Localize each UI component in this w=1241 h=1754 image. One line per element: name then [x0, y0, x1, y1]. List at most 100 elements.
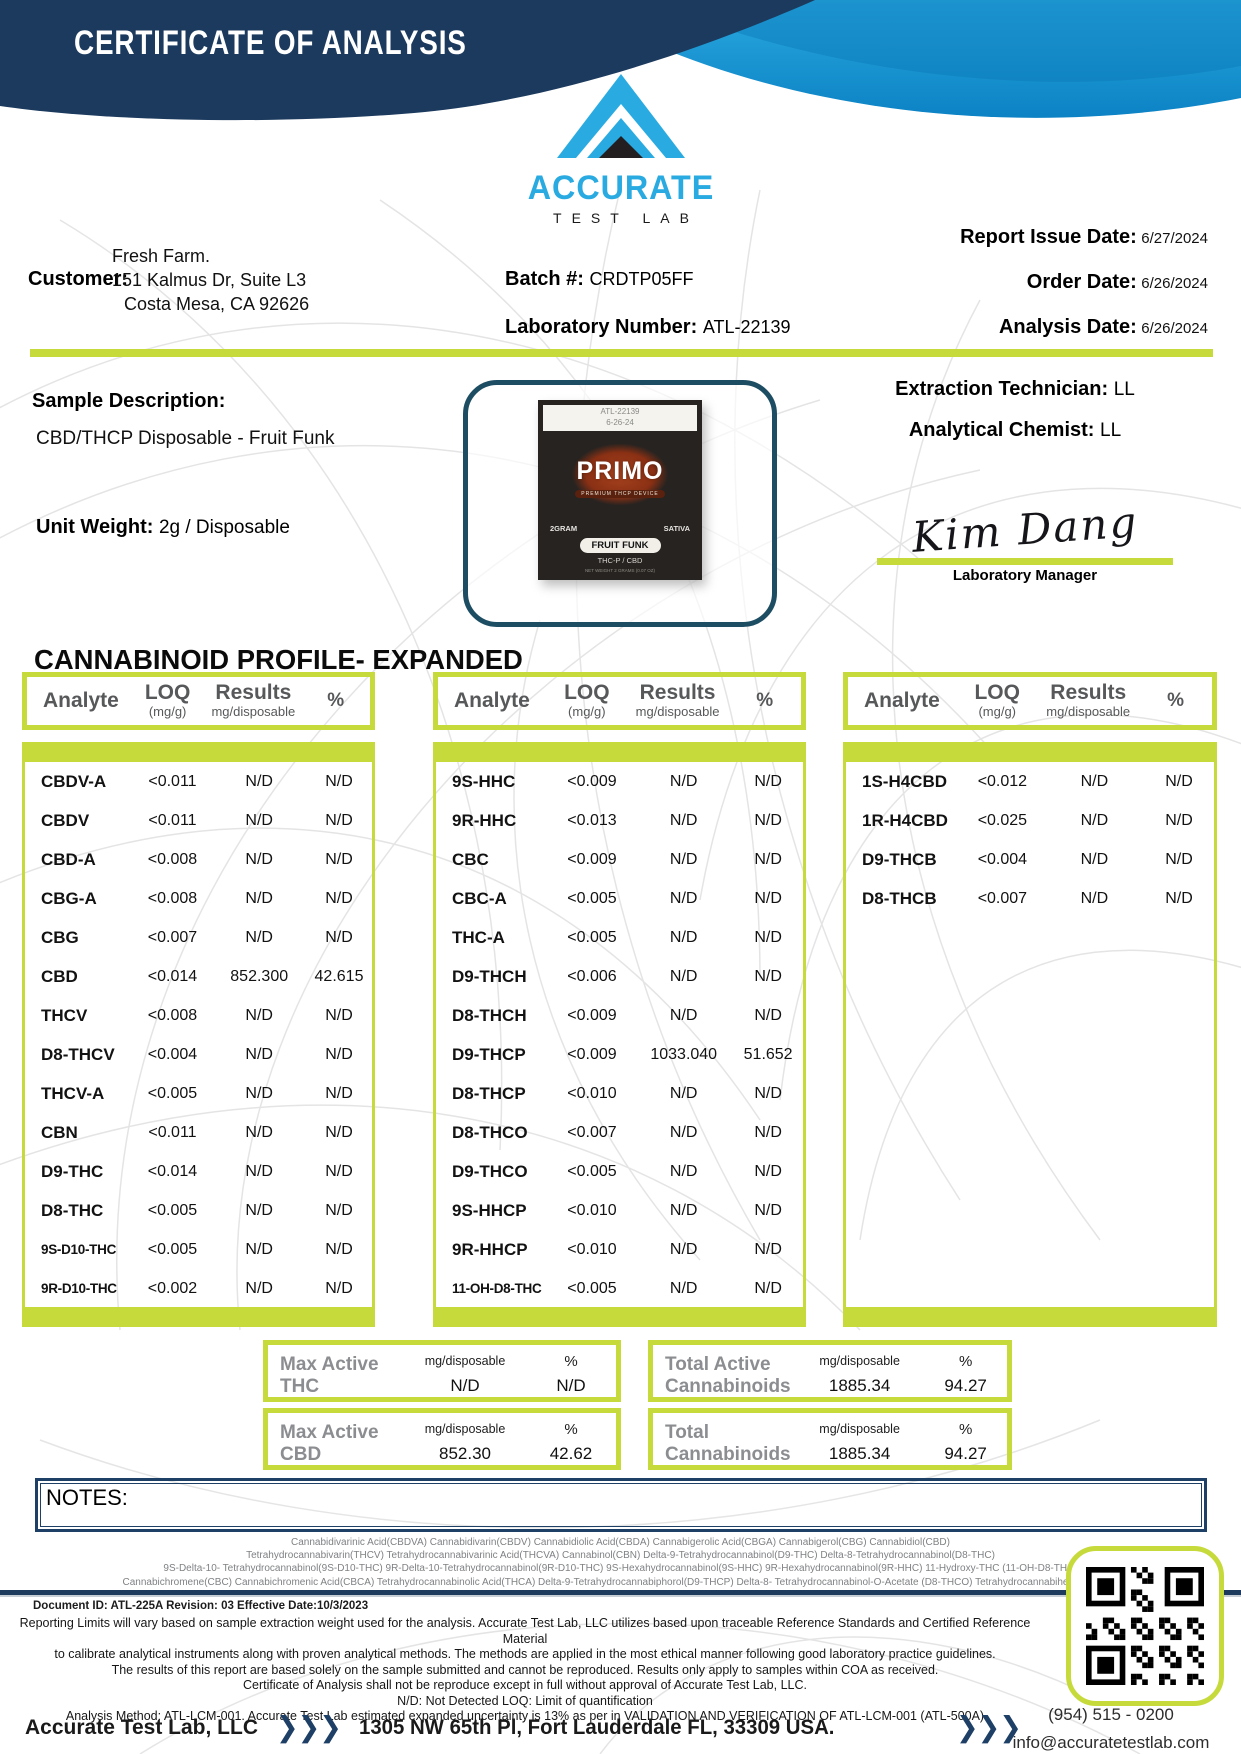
summary-box-total-cannabinoids: Total Cannabinoids mg/disposable % 1885.… [648, 1408, 1012, 1470]
product-tag-date: 6-26-24 [606, 417, 634, 427]
notes-box: NOTES: [35, 1478, 1207, 1532]
result-value: N/D [245, 1279, 273, 1297]
summary-percent-sign: % [564, 1353, 578, 1370]
percent-value: N/D [325, 1045, 353, 1063]
column-percent: % [327, 690, 345, 711]
manager-signature: Kim Dang [910, 497, 1140, 562]
result-value: 1033.040 [650, 1045, 718, 1063]
analyte-row: CBC-A <0.005 N/D N/D [436, 879, 803, 918]
column-loq: LOQ (mg/g) [564, 680, 610, 719]
lab-address: 1305 NW 65th Pl, Fort Lauderdale FL, 333… [358, 1715, 835, 1739]
table-bottom-bar [436, 1307, 803, 1327]
loq-value: <0.005 [147, 1240, 198, 1258]
summary-label: Total Active Cannabinoids [665, 1354, 791, 1397]
extraction-technician-label: Extraction Technician: [895, 378, 1109, 400]
navy-swoosh [0, 0, 815, 121]
loq-value: <0.004 [977, 850, 1028, 868]
analyte-name: D8-THCV [41, 1044, 115, 1064]
table2-body: 9S-HHC <0.009 N/D N/D 9R-HHC <0.013 N/D N/D CBC <… [433, 742, 806, 1327]
analyte-row: 11-OH-D8-THC <0.005 N/D N/D [436, 1269, 803, 1308]
analyte-row: 1S-H4CBD <0.012 N/D N/D [846, 762, 1214, 801]
analyte-row: D8-THCP <0.010 N/D N/D [436, 1074, 803, 1113]
percent-value: N/D [754, 1240, 782, 1258]
percent-value: N/D [325, 850, 353, 868]
analyte-row: D9-THCB <0.004 N/D N/D [846, 840, 1214, 879]
percent-value: N/D [325, 1006, 353, 1024]
blue-swoosh [600, 0, 1241, 118]
analyte-name: D9-THC [41, 1161, 104, 1181]
column-analyte: Analyte [454, 689, 530, 712]
loq-value: <0.010 [567, 1240, 617, 1258]
product-package-photo: ATL-22139 6-26-24 PRIMO PREMIUM THCP DEV… [538, 400, 702, 580]
result-value: N/D [669, 967, 698, 985]
result-value: N/D [669, 1162, 698, 1180]
company-name: Accurate Test Lab, LLC [25, 1715, 258, 1739]
column-results: Results mg/disposable [211, 680, 296, 719]
loq-value: <0.006 [567, 967, 617, 985]
order-date-label: Order Date: [1026, 271, 1137, 293]
email-address: info@accuratetestlab.com [1012, 1733, 1210, 1752]
product-weight: 2GRAM [550, 523, 578, 533]
sample-description-value: CBD/THCP Disposable - Fruit Funk [36, 428, 335, 449]
footer-divider [0, 1590, 1241, 1595]
summary-percent-sign: % [958, 1421, 973, 1438]
summary-label: Max Active THC [280, 1354, 379, 1397]
summary-mg-value: N/D [450, 1376, 480, 1395]
loq-value: <0.012 [977, 772, 1028, 790]
unit-weight-row: Unit Weight: 2g / Disposable [36, 516, 290, 539]
legend-line: Tetrahydrocannabivarin(THCV) Tetrahydroc… [246, 1550, 995, 1562]
analyte-name: CBG-A [41, 888, 97, 908]
result-value: N/D [669, 889, 698, 907]
result-value: N/D [245, 772, 273, 790]
batch-row: Batch #: CRDTP05FF [505, 268, 693, 291]
product-brand-area: PRIMO PREMIUM THCP DEVICE [543, 433, 697, 522]
summary-unit: mg/disposable [424, 1422, 506, 1436]
loq-value: <0.009 [567, 1045, 617, 1063]
disclaimer-line: Reporting Limits will vary based on samp… [19, 1616, 1031, 1646]
percent-value: N/D [325, 772, 353, 790]
percent-value: N/D [754, 1279, 782, 1297]
disclaimer-line: to calibrate analytical instruments alon… [54, 1647, 996, 1661]
analyte-row: 9S-HHCP <0.010 N/D N/D [436, 1191, 803, 1230]
analyte-row: THC-A <0.005 N/D N/D [436, 918, 803, 957]
analyte-row: CBG <0.007 N/D N/D [25, 918, 372, 957]
notes-label: NOTES: [46, 1485, 128, 1510]
report-issue-date-value: 6/27/2024 [1141, 230, 1208, 247]
document-meta: Document ID: ATL-225A Revision: 03 Effec… [33, 1600, 369, 1612]
loq-value: <0.011 [148, 811, 197, 829]
laboratory-number-value: ATL-22139 [702, 317, 791, 337]
separator-bar [30, 349, 1213, 357]
technician-block: Extraction Technician: LL Analytical Che… [830, 378, 1200, 460]
analyte-name: THCV-A [41, 1083, 105, 1103]
percent-value: N/D [754, 889, 782, 907]
analyte-row: 9S-HHC <0.009 N/D N/D [436, 762, 803, 801]
summary-percent-value: 94.27 [944, 1444, 987, 1463]
analytical-chemist-row: Analytical Chemist: LL [830, 419, 1200, 442]
contact-block: (954) 515 - 0200 info@accuratetestlab.co… [989, 1705, 1233, 1753]
analyte-row: 9R-HHC <0.013 N/D N/D [436, 801, 803, 840]
report-issue-date-row: Report Issue Date: 6/27/2024 [960, 226, 1208, 249]
result-value: N/D [1080, 772, 1109, 790]
product-brand-name: PRIMO [576, 457, 664, 486]
loq-value: <0.008 [147, 850, 198, 868]
summary-percent-value: 94.27 [944, 1376, 987, 1395]
analytical-chemist-label: Analytical Chemist: [908, 419, 1095, 441]
percent-value: N/D [754, 850, 782, 868]
loq-value: <0.014 [147, 1162, 198, 1180]
result-value: N/D [669, 1279, 698, 1297]
table2-rows: 9S-HHC <0.009 N/D N/D 9R-HHC <0.013 N/D N/D CBC <… [436, 762, 803, 1308]
loq-value: <0.009 [567, 850, 617, 868]
analyte-name: 9R-D10-THC [41, 1281, 117, 1296]
loq-value: <0.005 [567, 1279, 617, 1297]
disclaimer-line: The results of this report are based sol… [111, 1662, 939, 1677]
summary-mg-value: 1885.34 [828, 1444, 891, 1463]
percent-value: N/D [1165, 889, 1193, 907]
percent-value: N/D [1165, 811, 1193, 829]
product-strain: SATIVA [663, 523, 690, 533]
table3-rows: 1S-H4CBD <0.012 N/D N/D 1R-H4CBD <0.025 N/D N/D… [846, 762, 1214, 918]
summary-box-max-active-cbd: Max Active CBD mg/disposable % 852.30 42… [263, 1408, 621, 1470]
analyte-name: D8-THCB [862, 888, 937, 908]
loq-value: <0.005 [567, 889, 617, 907]
analyte-name: CBC-A [452, 888, 507, 908]
